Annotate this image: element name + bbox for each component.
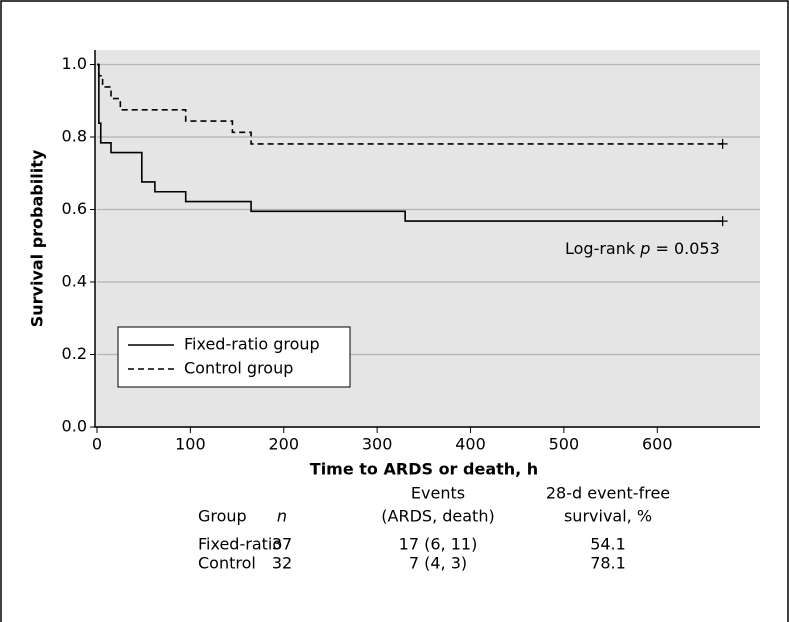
legend-label: Control group [184, 359, 293, 378]
table-cell: 17 (6, 11) [399, 535, 478, 554]
x-tick-label: 100 [175, 435, 206, 454]
x-tick-label: 400 [455, 435, 486, 454]
table-cell: 32 [272, 554, 292, 573]
x-tick-label: 500 [549, 435, 580, 454]
x-tick-label: 200 [268, 435, 299, 454]
table-cell: 78.1 [590, 554, 626, 573]
table-cell: Control [198, 554, 256, 573]
table-header: survival, % [564, 507, 652, 526]
table-cell: 37 [272, 535, 292, 554]
annotation-part: Log-rank [565, 239, 640, 258]
y-tick-label: 0.8 [62, 127, 87, 146]
annotation-part: p [639, 239, 650, 258]
legend-label: Fixed-ratio group [184, 335, 320, 354]
table-cell: 7 (4, 3) [409, 554, 467, 573]
x-tick-label: 0 [92, 435, 102, 454]
y-axis-title: Survival probability [28, 149, 47, 327]
censor-mark [717, 216, 728, 227]
table-cell: 54.1 [590, 535, 626, 554]
table-header: Events [411, 484, 465, 503]
y-tick-label: 0.0 [62, 417, 87, 436]
table-header: 28-d event-free [546, 484, 670, 503]
x-tick-label: 300 [362, 435, 393, 454]
survival-curve [97, 63, 723, 145]
y-tick-label: 0.6 [62, 199, 87, 218]
y-tick-label: 0.4 [62, 272, 87, 291]
table-header: n [277, 507, 287, 526]
y-tick-label: 0.2 [62, 344, 87, 363]
legend-box [117, 326, 351, 388]
table-cell: Fixed-ratio [198, 535, 282, 554]
censor-mark [717, 138, 728, 149]
table-header: (ARDS, death) [381, 507, 494, 526]
table-header: Group [198, 507, 247, 526]
annotation: Log-rank p = 0.053 [565, 239, 720, 258]
survival-curve [97, 63, 723, 222]
y-tick-label: 1.0 [62, 54, 87, 73]
axes [94, 50, 760, 428]
x-tick-label: 600 [642, 435, 673, 454]
x-axis-title: Time to ARDS or death, h [310, 460, 538, 479]
annotation-part: = 0.053 [650, 239, 719, 258]
